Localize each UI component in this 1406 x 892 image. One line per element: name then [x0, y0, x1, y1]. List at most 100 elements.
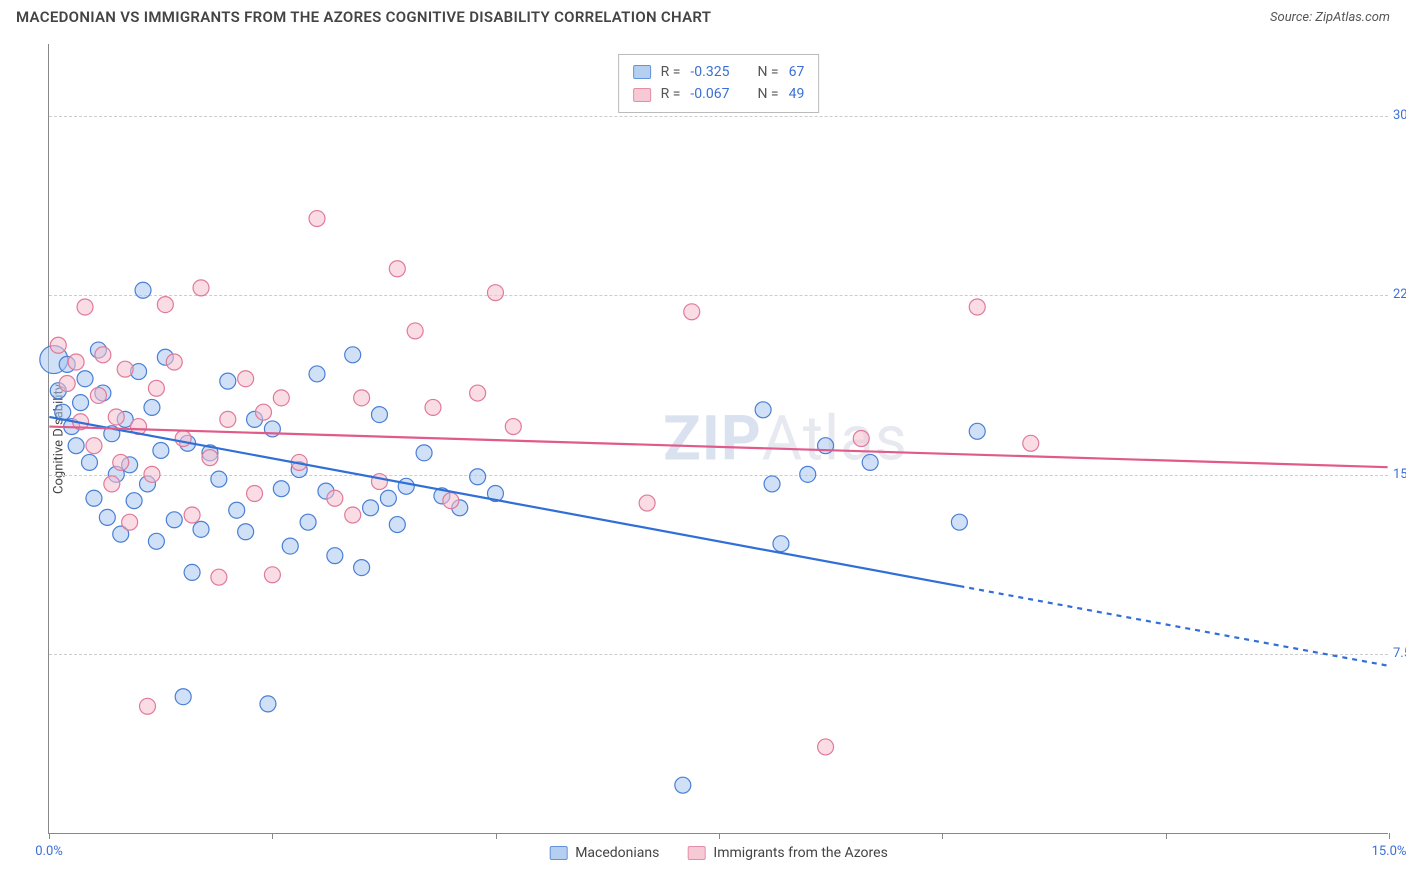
scatter-point: [175, 689, 191, 705]
legend-swatch: [687, 846, 705, 860]
x-tick: [1389, 833, 1390, 839]
x-tick: [1166, 833, 1167, 839]
scatter-point: [108, 409, 124, 425]
scatter-point: [853, 431, 869, 447]
scatter-point: [264, 567, 280, 583]
scatter-point: [470, 469, 486, 485]
scatter-point: [166, 354, 182, 370]
scatter-point: [255, 404, 271, 420]
scatter-point: [951, 514, 967, 530]
r-label: R =: [661, 61, 681, 83]
scatter-point: [282, 538, 298, 554]
scatter-point: [363, 500, 379, 516]
y-tick-label: 22.5%: [1393, 287, 1406, 302]
scatter-point: [229, 502, 245, 518]
source-label: Source: ZipAtlas.com: [1270, 10, 1390, 25]
scatter-point: [220, 411, 236, 427]
scatter-point: [684, 304, 700, 320]
scatter-point: [220, 373, 236, 389]
scatter-point: [140, 698, 156, 714]
scatter-point: [470, 385, 486, 401]
scatter-point: [309, 211, 325, 227]
scatter-point: [818, 739, 834, 755]
scatter-point: [327, 548, 343, 564]
scatter-point: [371, 407, 387, 423]
series-legend-item: Macedonians: [549, 845, 659, 861]
scatter-point: [862, 454, 878, 470]
scatter-point: [354, 390, 370, 406]
scatter-point: [443, 493, 459, 509]
x-tick: [496, 833, 497, 839]
trend-line-dashed: [959, 586, 1387, 666]
legend-swatch: [633, 88, 651, 102]
scatter-point: [354, 560, 370, 576]
scatter-point: [184, 564, 200, 580]
scatter-point: [86, 438, 102, 454]
scatter-point: [407, 323, 423, 339]
scatter-point: [122, 514, 138, 530]
y-tick-label: 15.0%: [1393, 467, 1406, 482]
y-tick-label: 30.0%: [1393, 108, 1406, 123]
scatter-point: [389, 261, 405, 277]
scatter-point: [273, 390, 289, 406]
scatter-point: [416, 445, 432, 461]
series-legend-item: Immigrants from the Azores: [687, 845, 887, 861]
scatter-point: [113, 454, 129, 470]
trend-line: [49, 427, 1387, 468]
scatter-point: [193, 521, 209, 537]
scatter-point: [135, 282, 151, 298]
n-label: N =: [757, 61, 778, 83]
correlation-legend-row: R = -0.067 N = 49: [633, 83, 805, 105]
n-value: 67: [789, 61, 805, 83]
scatter-point: [345, 347, 361, 363]
x-tick-label: 15.0%: [1372, 844, 1406, 859]
scatter-point: [345, 507, 361, 523]
n-value: 49: [789, 83, 805, 105]
chart-title: MACEDONIAN VS IMMIGRANTS FROM THE AZORES…: [16, 8, 711, 26]
scatter-point: [153, 442, 169, 458]
scatter-point: [68, 354, 84, 370]
scatter-point: [273, 481, 289, 497]
chart-header: MACEDONIAN VS IMMIGRANTS FROM THE AZORES…: [0, 0, 1406, 30]
r-label: R =: [661, 83, 681, 105]
scatter-point: [487, 285, 503, 301]
scatter-point: [77, 299, 93, 315]
legend-swatch: [549, 846, 567, 860]
r-value: -0.325: [690, 61, 729, 83]
scatter-point: [175, 431, 191, 447]
scatter-point: [238, 524, 254, 540]
scatter-point: [117, 361, 133, 377]
scatter-point: [773, 536, 789, 552]
scatter-point: [327, 490, 343, 506]
scatter-point: [309, 366, 325, 382]
scatter-point: [104, 476, 120, 492]
scatter-point: [193, 280, 209, 296]
scatter-point: [86, 490, 102, 506]
scatter-point: [371, 474, 387, 490]
scatter-point: [82, 454, 98, 470]
scatter-point: [148, 380, 164, 396]
x-tick-label: 0.0%: [35, 844, 63, 859]
x-tick: [49, 833, 50, 839]
scatter-point: [126, 493, 142, 509]
scatter-point: [68, 438, 84, 454]
scatter-point: [157, 297, 173, 313]
scatter-point: [300, 514, 316, 530]
correlation-legend: R = -0.325 N = 67 R = -0.067 N = 49: [618, 54, 820, 113]
scatter-point: [50, 337, 66, 353]
x-tick: [719, 833, 720, 839]
scatter-point: [77, 371, 93, 387]
legend-swatch: [633, 65, 651, 79]
correlation-legend-row: R = -0.325 N = 67: [633, 61, 805, 83]
scatter-point: [639, 495, 655, 511]
scatter-point: [505, 419, 521, 435]
scatter-point: [90, 387, 106, 403]
scatter-point: [144, 399, 160, 415]
r-value: -0.067: [690, 83, 729, 105]
scatter-point: [166, 512, 182, 528]
scatter-point: [969, 423, 985, 439]
scatter-point: [755, 402, 771, 418]
scatter-point: [95, 347, 111, 363]
n-label: N =: [757, 83, 778, 105]
scatter-point: [398, 478, 414, 494]
